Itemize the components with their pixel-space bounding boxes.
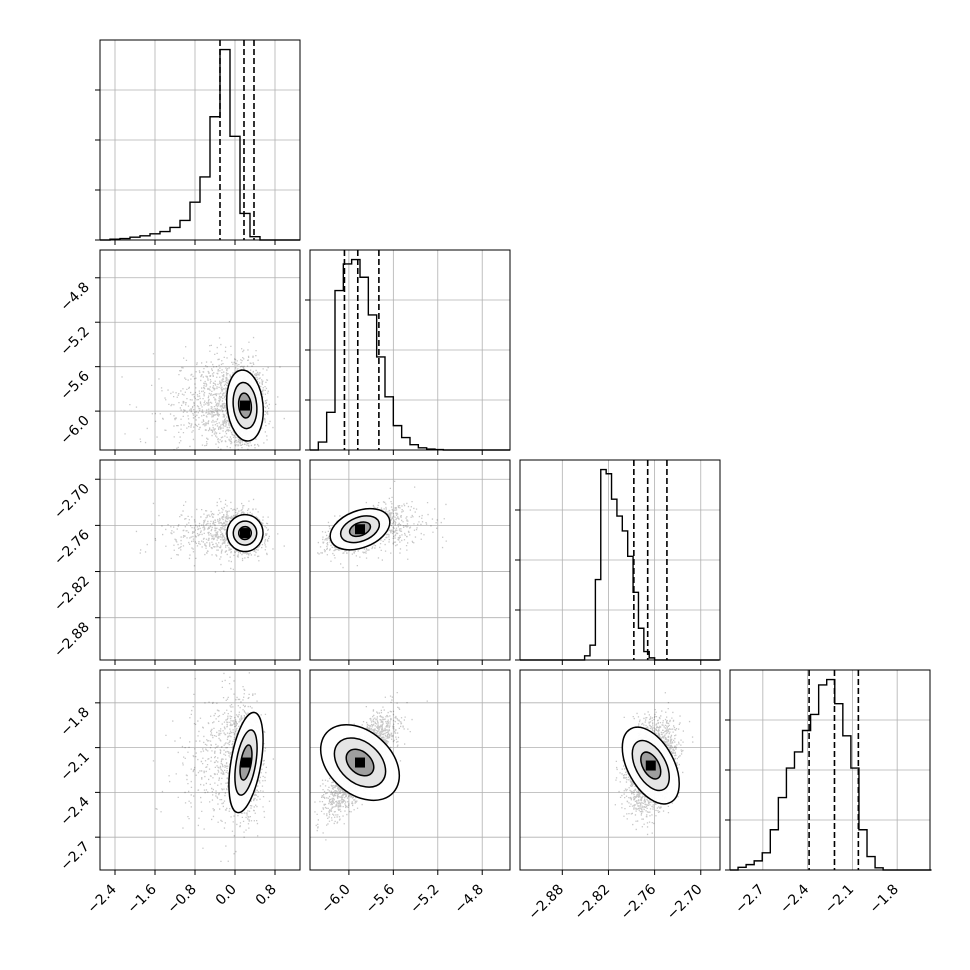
x-tick-label: 0.0 [213, 882, 240, 909]
x-tick-label: −5.6 [363, 881, 398, 916]
x-tick-label: −2.70 [664, 882, 706, 924]
panel-background [100, 250, 300, 450]
panel-3-0 [95, 669, 301, 875]
density-peak [241, 757, 251, 768]
x-tick-label: −4.8 [452, 882, 487, 917]
panel-3-2 [519, 669, 721, 875]
density-peak [240, 400, 250, 411]
panel-frame [99, 249, 301, 451]
panel-2-2 [515, 459, 721, 665]
scatter-area [121, 321, 285, 450]
panel-frame [309, 669, 511, 871]
density-peak [645, 760, 656, 771]
y-tick-label: −6.0 [57, 413, 92, 448]
panel-frame [519, 669, 721, 871]
panel-0-0 [95, 39, 301, 245]
panel-background [100, 670, 300, 870]
panel-3-3 [725, 669, 932, 871]
x-tick-label: −5.2 [407, 882, 442, 917]
y-tick-label: −2.7 [57, 839, 92, 874]
panel-background [310, 460, 510, 660]
panel-1-0 [95, 249, 301, 455]
y-tick-label: −1.8 [57, 704, 92, 739]
y-tick-label: −2.76 [51, 527, 93, 569]
y-tick-label: −2.1 [57, 749, 92, 784]
panel-frame [99, 669, 301, 871]
y-tick-label: −2.88 [51, 619, 93, 661]
scatter-area [135, 498, 285, 573]
scatter-area [317, 480, 447, 569]
x-tick-label: −2.82 [572, 882, 614, 924]
panel-background [100, 460, 300, 660]
x-tick-label: −2.7 [732, 882, 767, 917]
panel-background [520, 670, 720, 870]
panel-frame [309, 459, 511, 661]
density-peak [355, 757, 365, 768]
histogram-0 [100, 48, 300, 241]
y-tick-label: −5.6 [57, 368, 92, 403]
scatter-area [614, 692, 694, 836]
panel-1-1 [305, 249, 511, 455]
scatter-points [314, 692, 428, 841]
x-tick-label: −2.88 [525, 882, 567, 924]
y-tick-label: −2.70 [51, 481, 93, 523]
scatter-area [152, 672, 280, 862]
y-tick-label: −5.2 [57, 324, 92, 359]
x-tick-label: −2.4 [84, 881, 119, 916]
x-tick-label: −2.76 [618, 881, 660, 923]
scatter-area [314, 692, 428, 841]
panel-2-0 [95, 459, 301, 665]
y-tick-label: −2.82 [51, 573, 93, 615]
panel-frame [99, 459, 301, 661]
x-tick-label: −0.8 [164, 882, 199, 917]
panel-3-1 [309, 669, 511, 875]
x-tick-label: 0.8 [253, 882, 280, 909]
y-tick-label: −2.4 [57, 794, 92, 829]
density-peak [355, 524, 365, 535]
x-tick-label: −6.0 [318, 882, 353, 917]
y-tick-label: −4.8 [57, 279, 92, 314]
x-tick-label: −2.4 [777, 881, 812, 916]
panel-2-1 [309, 459, 511, 665]
x-tick-label: −1.8 [867, 882, 902, 917]
histogram-3 [730, 678, 932, 871]
x-tick-label: −2.1 [822, 882, 857, 917]
density-peak [240, 528, 250, 539]
x-tick-label: −1.6 [124, 881, 159, 916]
